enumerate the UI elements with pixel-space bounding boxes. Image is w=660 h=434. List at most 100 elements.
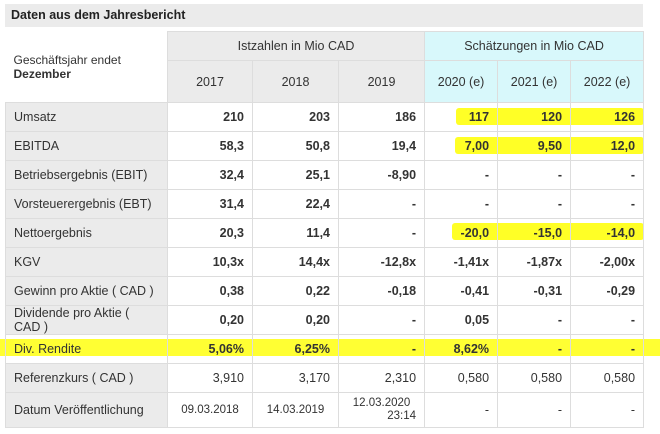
value-cell: 32,4 bbox=[167, 160, 253, 190]
year-header: 2019 bbox=[337, 60, 426, 103]
value-cell: - bbox=[337, 305, 426, 335]
cell-value: 203 bbox=[309, 110, 330, 124]
value-cell: -20,0 bbox=[424, 218, 499, 248]
row-label: KGV bbox=[5, 247, 168, 277]
table-row: Gewinn pro Aktie ( CAD ) 0,38 0,22 -0,18 -0,… bbox=[5, 276, 645, 306]
cell-value: - bbox=[484, 168, 490, 182]
value-cell: 12.03.2020 23:14 bbox=[337, 392, 426, 428]
value-cell: 12,0 bbox=[570, 131, 645, 161]
value-cell: 203 bbox=[252, 102, 339, 132]
year-header: 2021 (e) bbox=[497, 60, 572, 103]
fiscal-year-month: Dezember bbox=[13, 66, 71, 81]
table-row: Vorsteuerergebnis (EBT) 31,4 22,4 - - - - bbox=[5, 189, 645, 219]
value-cell: 5,06% bbox=[167, 334, 253, 364]
value-cell: 2,310 bbox=[337, 363, 426, 393]
value-cell: -0,29 bbox=[570, 276, 645, 306]
cell-value: 0,38 bbox=[219, 284, 244, 298]
cell-value: -1,41x bbox=[453, 255, 490, 269]
cell-value: 186 bbox=[395, 110, 417, 124]
value-cell: - bbox=[337, 189, 426, 219]
value-cell: 31,4 bbox=[167, 189, 253, 219]
cell-value: 0,580 bbox=[530, 371, 563, 385]
cell-value: - bbox=[484, 197, 490, 211]
row-label: Vorsteuerergebnis (EBT) bbox=[5, 189, 168, 219]
cell-value: - bbox=[557, 197, 563, 211]
cell-value: - bbox=[630, 168, 636, 182]
value-cell: - bbox=[570, 189, 645, 219]
row-label: Betriebsergebnis (EBIT) bbox=[5, 160, 168, 190]
cell-value: 14,4x bbox=[298, 255, 330, 269]
cell-value: - bbox=[411, 197, 417, 211]
row-label: Div. Rendite bbox=[5, 334, 168, 364]
value-cell: -2,00x bbox=[570, 247, 645, 277]
value-cell: 58,3 bbox=[167, 131, 253, 161]
cell-value: -8,90 bbox=[387, 168, 417, 182]
cell-value: 25,1 bbox=[305, 168, 330, 182]
table-row: Betriebsergebnis (EBIT) 32,4 25,1 -8,90 - - - bbox=[5, 160, 645, 190]
cell-value: -0,31 bbox=[533, 284, 563, 298]
value-cell: - bbox=[337, 218, 426, 248]
cell-value: 3,910 bbox=[212, 371, 244, 385]
table-row: EBITDA 58,3 50,8 19,4 7,00 9,50 12,0 bbox=[5, 131, 645, 161]
value-cell: - bbox=[570, 392, 645, 428]
value-cell: 8,62% bbox=[424, 334, 499, 364]
cell-value: - bbox=[630, 197, 636, 211]
cell-value: - bbox=[484, 403, 490, 417]
cell-value: 120 bbox=[541, 110, 563, 124]
value-cell: - bbox=[424, 160, 499, 190]
cell-value: - bbox=[411, 313, 417, 327]
year-header: 2018 bbox=[252, 60, 339, 103]
value-cell: 210 bbox=[167, 102, 253, 132]
cell-value: -15,0 bbox=[533, 226, 563, 240]
value-cell: - bbox=[497, 392, 572, 428]
value-cell: 20,3 bbox=[167, 218, 253, 248]
value-cell: -1,41x bbox=[424, 247, 499, 277]
cell-value: 5,06% bbox=[208, 342, 244, 356]
value-cell: -0,18 bbox=[337, 276, 426, 306]
value-cell: 0,38 bbox=[167, 276, 253, 306]
cell-value: - bbox=[630, 403, 636, 417]
value-cell: 0,20 bbox=[252, 305, 339, 335]
table-row: Dividende pro Aktie ( CAD ) 0,20 0,20 - 0,05… bbox=[5, 305, 645, 335]
fiscal-year-text: Geschäftsjahr endet bbox=[13, 52, 121, 67]
cell-value: 8,62% bbox=[453, 342, 490, 356]
table-row: Umsatz 210 203 186 117 120 126 bbox=[5, 102, 645, 132]
row-label: EBITDA bbox=[5, 131, 168, 161]
value-cell: 19,4 bbox=[337, 131, 426, 161]
value-cell: -0,31 bbox=[497, 276, 572, 306]
cell-value: 19,4 bbox=[391, 139, 417, 153]
cell-value: 2,310 bbox=[384, 371, 417, 385]
cell-value: 210 bbox=[223, 110, 244, 124]
cell-value: 32,4 bbox=[219, 168, 244, 182]
row-label: Referenzkurs ( CAD ) bbox=[5, 363, 168, 393]
cell-value: - bbox=[557, 403, 563, 417]
value-cell: 14,4x bbox=[252, 247, 339, 277]
cell-value: 50,8 bbox=[305, 139, 330, 153]
cell-value: 11,4 bbox=[306, 226, 330, 240]
cell-value: - bbox=[630, 313, 636, 327]
cell-value: - bbox=[557, 168, 563, 182]
year-header: 2020 (e) bbox=[424, 60, 499, 103]
year-header: 2022 (e) bbox=[570, 60, 645, 103]
cell-value: 09.03.2018 bbox=[181, 403, 239, 416]
value-cell: - bbox=[424, 189, 499, 219]
value-cell: 0,05 bbox=[424, 305, 499, 335]
cell-value: 117 bbox=[468, 110, 490, 124]
cell-value: 12.03.2020 bbox=[352, 397, 411, 409]
value-cell: -14,0 bbox=[570, 218, 645, 248]
cell-value: 126 bbox=[614, 110, 636, 124]
cell-value: 0,22 bbox=[305, 284, 330, 298]
value-cell: 25,1 bbox=[252, 160, 339, 190]
publication-time: 23:14 bbox=[387, 410, 417, 422]
cell-value: -2,00x bbox=[599, 255, 636, 269]
cell-value: -1,87x bbox=[526, 255, 563, 269]
cell-value: - bbox=[557, 313, 563, 327]
cell-value: - bbox=[411, 342, 417, 356]
value-cell: 0,580 bbox=[570, 363, 645, 393]
value-cell: - bbox=[570, 305, 645, 335]
row-label: Datum Veröffentlichung bbox=[5, 392, 168, 428]
value-cell: -12,8x bbox=[337, 247, 426, 277]
year-header: 2017 bbox=[167, 60, 253, 103]
annual-report-table: Geschäftsjahr endet Dezember Istzahlen in… bbox=[5, 31, 645, 428]
value-cell: - bbox=[497, 189, 572, 219]
